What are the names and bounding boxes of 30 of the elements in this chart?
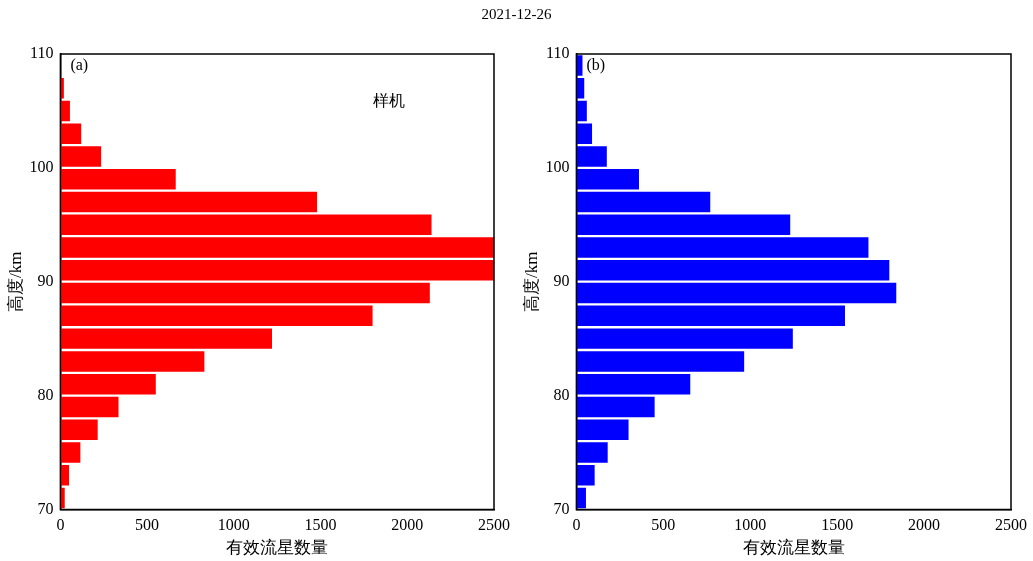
text: 样机 (372, 92, 405, 110)
y-tick-label: 100 (545, 158, 570, 176)
x-tick-label: 0 (572, 516, 581, 534)
y-tick-label: 80 (37, 385, 54, 403)
x-tick-label: 2000 (391, 516, 424, 534)
y-tick-label: 110 (545, 44, 570, 62)
x-tick-label: 1000 (734, 516, 767, 534)
y-tick-label: 70 (553, 499, 570, 517)
y-axis-title: 高度/km (5, 251, 25, 312)
y-tick-label: 100 (29, 158, 54, 176)
x-tick-label: 0 (56, 516, 65, 534)
y-tick-label: 80 (553, 385, 570, 403)
x-axis-title: 有效流星数量 (742, 538, 845, 558)
annotation: (b) (586, 56, 606, 75)
x-tick-label: 1000 (217, 516, 250, 534)
x-tick-label: 1500 (304, 516, 337, 534)
x-tick-label: 2500 (478, 516, 510, 534)
chart-title: 2021-12-26 (480, 6, 553, 23)
x-tick-label: 2500 (995, 516, 1027, 534)
x-tick-label: 500 (651, 516, 676, 534)
y-tick-label: 70 (37, 499, 54, 517)
x-tick-label: 500 (135, 516, 160, 534)
y-tick-label: 110 (29, 44, 54, 62)
y-tick-label: 90 (553, 271, 570, 289)
annotation: (a) (70, 56, 89, 75)
x-tick-label: 2000 (908, 516, 941, 534)
x-tick-label: 1500 (821, 516, 854, 534)
x-axis-title: 有效流星数量 (226, 538, 329, 558)
y-axis-title: 高度/km (521, 251, 541, 312)
y-tick-label: 90 (37, 271, 54, 289)
